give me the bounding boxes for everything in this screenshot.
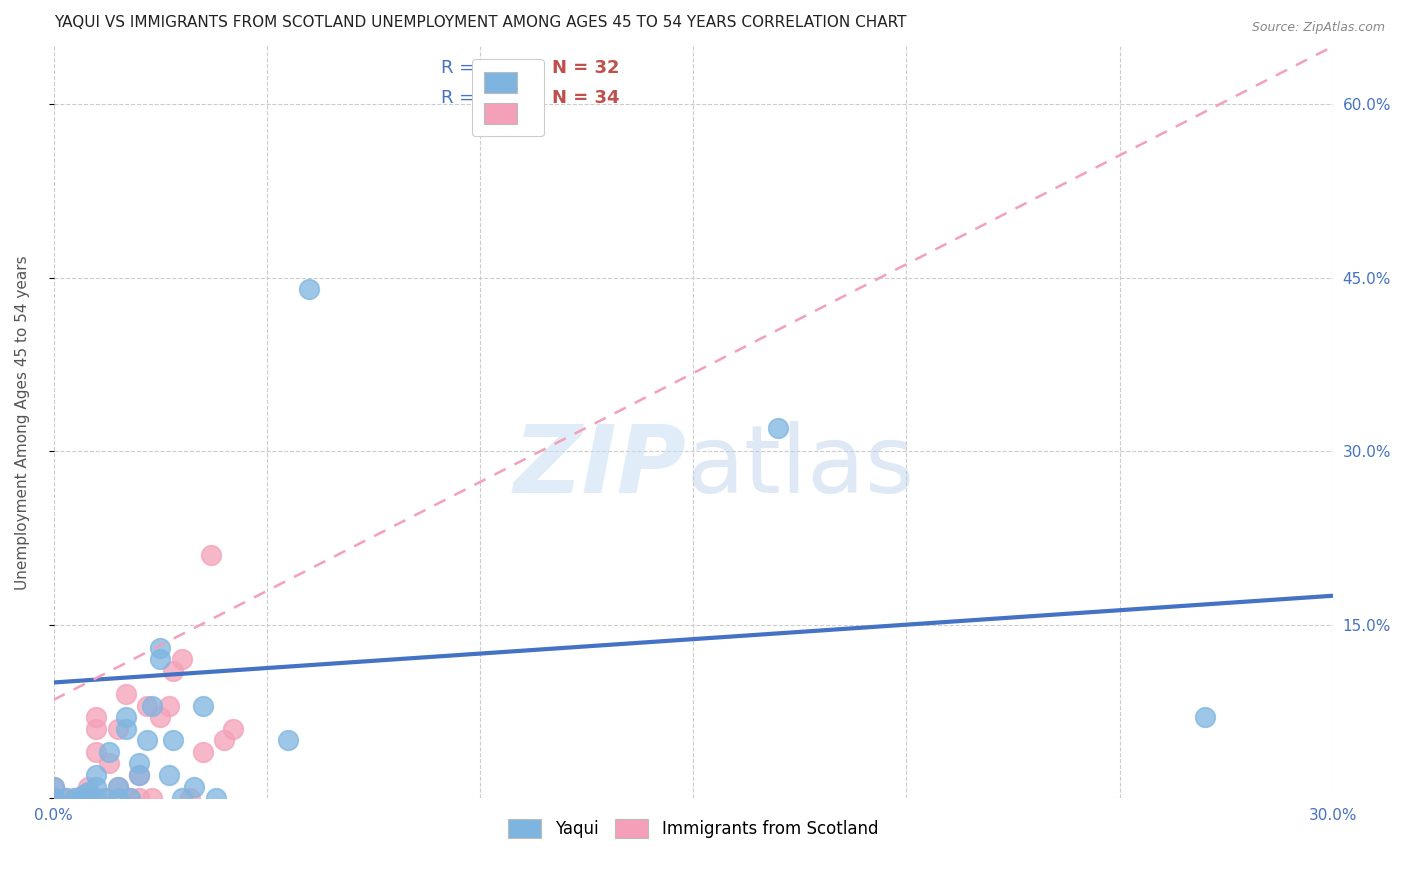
Point — [149, 640, 172, 655]
Point — [170, 791, 193, 805]
Point — [84, 722, 107, 736]
Point — [141, 698, 163, 713]
Point — [94, 791, 117, 805]
Point — [42, 791, 65, 805]
Point — [84, 745, 107, 759]
Point — [84, 768, 107, 782]
Point — [204, 791, 226, 805]
Text: Source: ZipAtlas.com: Source: ZipAtlas.com — [1251, 21, 1385, 34]
Point — [98, 745, 121, 759]
Text: R = 0.109: R = 0.109 — [441, 59, 531, 77]
Point — [107, 722, 129, 736]
Point — [76, 780, 98, 794]
Point — [115, 722, 138, 736]
Point — [42, 791, 65, 805]
Point — [42, 791, 65, 805]
Point — [183, 780, 205, 794]
Point — [191, 698, 214, 713]
Point — [115, 687, 138, 701]
Point — [149, 652, 172, 666]
Text: ZIP: ZIP — [515, 421, 686, 514]
Point — [42, 780, 65, 794]
Point — [200, 549, 222, 563]
Point — [55, 791, 77, 805]
Point — [42, 791, 65, 805]
Point — [115, 710, 138, 724]
Point — [120, 791, 142, 805]
Point — [141, 791, 163, 805]
Point — [768, 421, 790, 435]
Point — [98, 756, 121, 771]
Point — [157, 768, 180, 782]
Point — [55, 791, 77, 805]
Point — [42, 791, 65, 805]
Legend: Yaqui, Immigrants from Scotland: Yaqui, Immigrants from Scotland — [499, 810, 887, 847]
Point — [128, 756, 150, 771]
Point — [84, 780, 107, 794]
Point — [191, 745, 214, 759]
Point — [107, 791, 129, 805]
Text: R = 0.297: R = 0.297 — [441, 89, 531, 107]
Point — [94, 791, 117, 805]
Point — [170, 652, 193, 666]
Point — [128, 768, 150, 782]
Point — [212, 733, 235, 747]
Point — [76, 791, 98, 805]
Point — [162, 733, 184, 747]
Point — [149, 710, 172, 724]
Point — [107, 780, 129, 794]
Point — [107, 780, 129, 794]
Point — [42, 791, 65, 805]
Point — [128, 768, 150, 782]
Point — [42, 780, 65, 794]
Point — [179, 791, 201, 805]
Text: atlas: atlas — [686, 421, 915, 514]
Point — [63, 791, 86, 805]
Point — [136, 698, 159, 713]
Point — [120, 791, 142, 805]
Point — [42, 791, 65, 805]
Point — [72, 791, 94, 805]
Point — [63, 791, 86, 805]
Point — [277, 733, 299, 747]
Point — [222, 722, 245, 736]
Point — [72, 788, 94, 802]
Point — [136, 733, 159, 747]
Text: YAQUI VS IMMIGRANTS FROM SCOTLAND UNEMPLOYMENT AMONG AGES 45 TO 54 YEARS CORRELA: YAQUI VS IMMIGRANTS FROM SCOTLAND UNEMPL… — [53, 15, 905, 30]
Point — [1194, 710, 1216, 724]
Point — [42, 791, 65, 805]
Point — [76, 785, 98, 799]
Point — [84, 791, 107, 805]
Y-axis label: Unemployment Among Ages 45 to 54 years: Unemployment Among Ages 45 to 54 years — [15, 255, 30, 590]
Text: N = 32: N = 32 — [553, 59, 620, 77]
Point — [157, 698, 180, 713]
Text: N = 34: N = 34 — [553, 89, 620, 107]
Point — [128, 791, 150, 805]
Point — [298, 282, 321, 296]
Point — [84, 710, 107, 724]
Point — [162, 664, 184, 678]
